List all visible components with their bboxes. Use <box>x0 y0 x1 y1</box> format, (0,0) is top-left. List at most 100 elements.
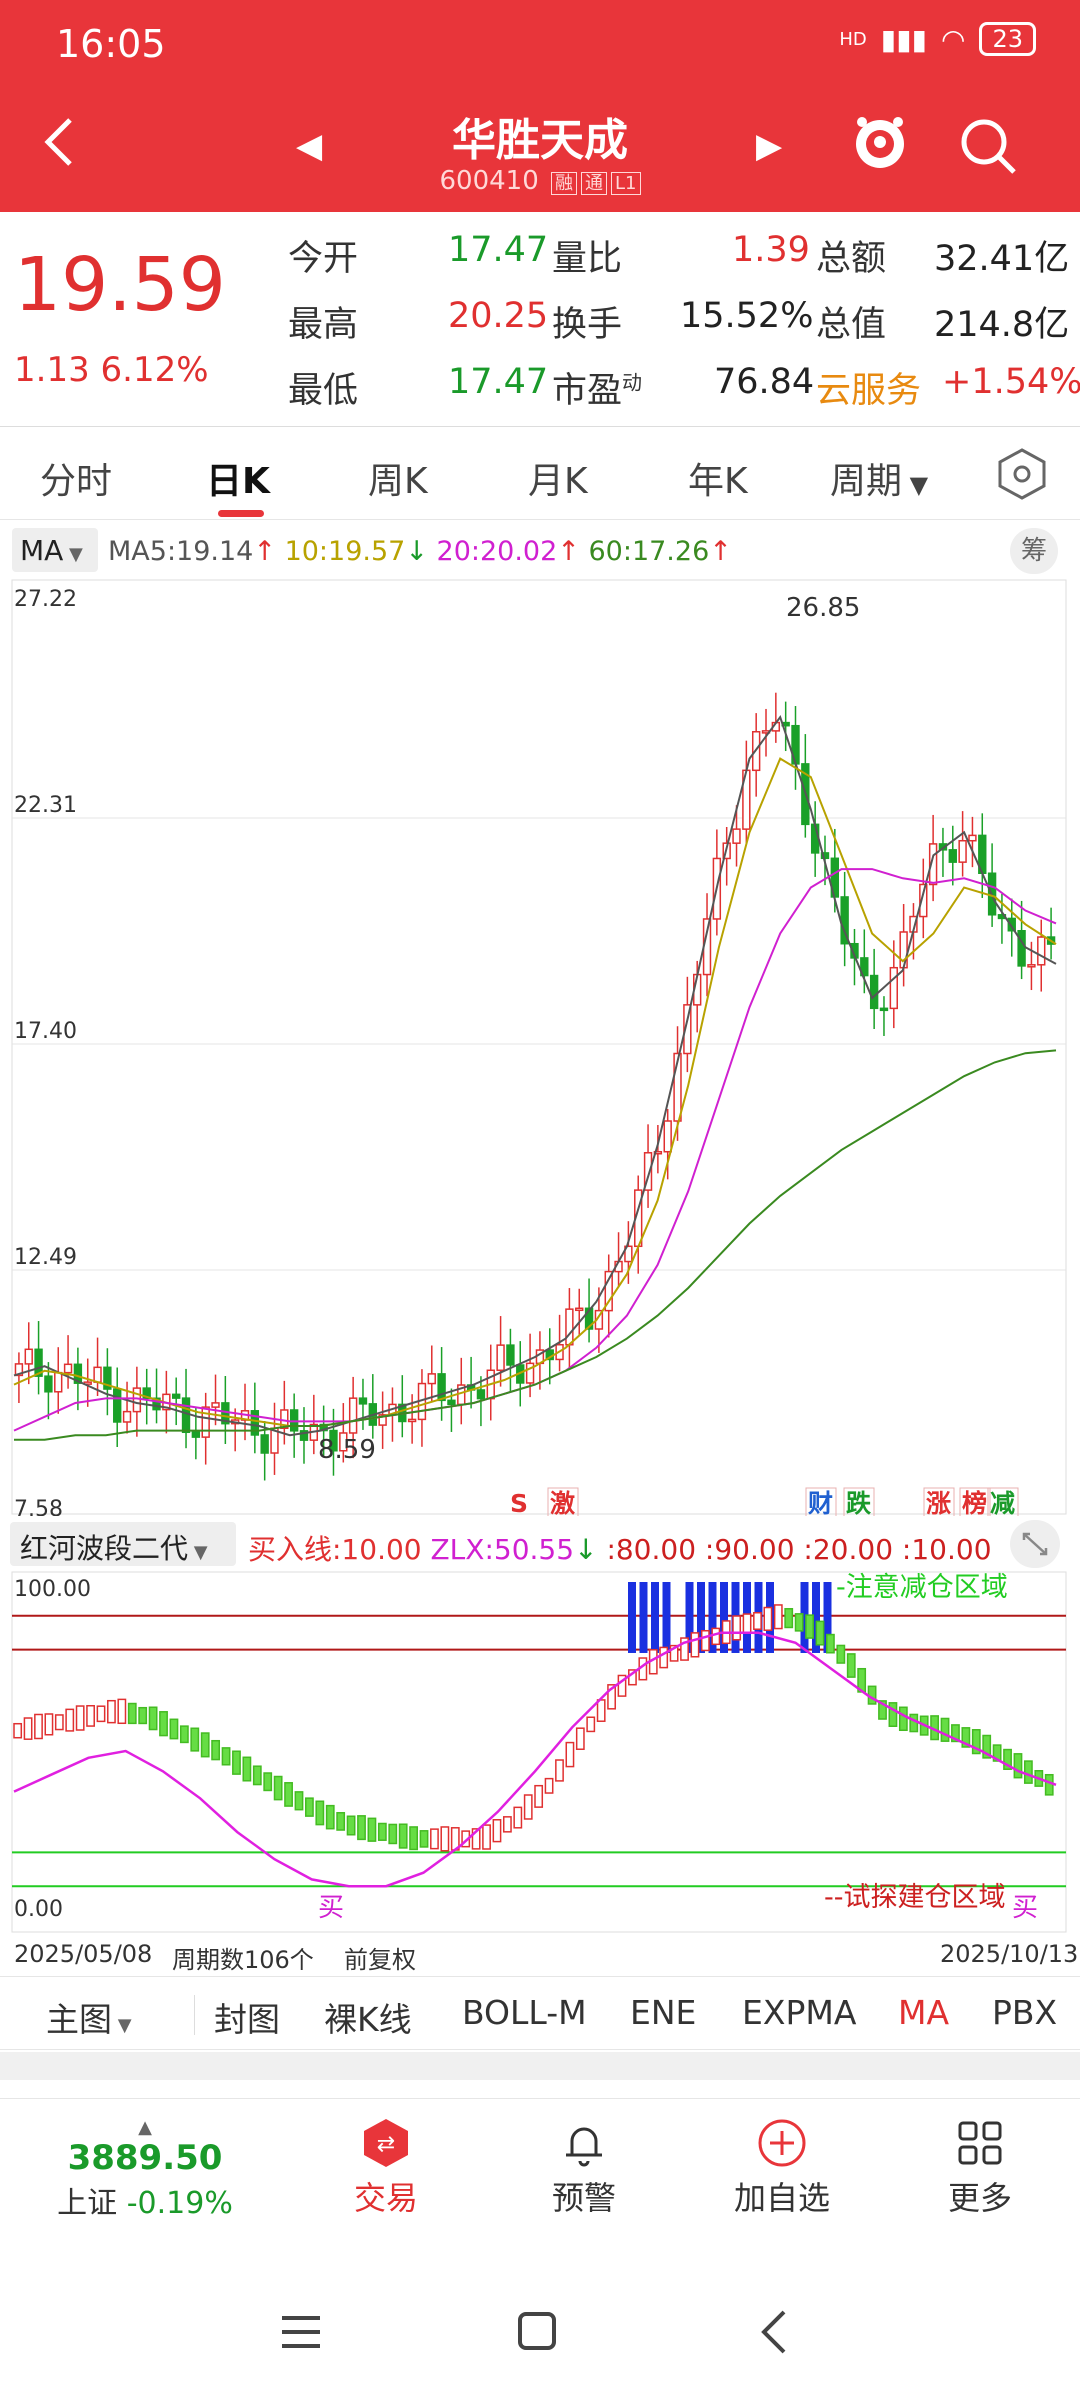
chip-distribution-button[interactable]: 筹 <box>1010 528 1058 574</box>
indicator-bar <box>44 1713 54 1736</box>
status-time: 16:05 <box>56 22 166 66</box>
ma60-value: 60:17.26 <box>588 536 710 567</box>
back-nav-icon[interactable] <box>761 2310 786 2354</box>
indicator-bar <box>138 1706 148 1725</box>
tab-pbx[interactable]: PBX <box>992 1993 1058 2032</box>
home-icon[interactable] <box>518 2312 556 2350</box>
menu-icon[interactable] <box>282 2316 320 2348</box>
buy-signal-label: 买 <box>1012 1893 1038 1923</box>
tab-intraday[interactable]: 分时 <box>40 461 113 502</box>
tag-connect: 通 <box>581 172 608 195</box>
candle-body <box>407 1418 417 1423</box>
indicator-bar <box>846 1653 856 1678</box>
tab-naked-k[interactable]: 裸K线 <box>324 2000 412 2039</box>
indicator-bar <box>169 1718 179 1740</box>
indicator-header: 红河波段二代 ▼ 买入线:10.00 ZLX:50.55↓ :80.00 :90… <box>0 1518 1080 1570</box>
candle-body <box>378 1414 387 1426</box>
period-tabs: 分时 日K 周K 月K 年K 周期 ▼ <box>0 428 1080 520</box>
nav-trade[interactable]: ⇄ 交易 <box>296 2117 476 2219</box>
nav-alert[interactable]: 预警 <box>494 2117 674 2219</box>
expand-icon[interactable] <box>1010 1520 1060 1568</box>
tab-ma[interactable]: MA <box>898 1993 950 2032</box>
tab-ene[interactable]: ENE <box>630 1993 697 2032</box>
index-line: 上证 -0.19% <box>50 2178 240 2222</box>
candle-body <box>496 1344 505 1372</box>
indicator-bars <box>13 1604 1054 1852</box>
candle-body <box>113 1388 122 1423</box>
sector-label[interactable]: 云服务 <box>816 371 922 411</box>
candle-body <box>604 1270 613 1312</box>
indicator-bar <box>357 1815 366 1841</box>
pe-sup: 动 <box>622 370 643 395</box>
candle-body <box>142 1387 151 1400</box>
sector-change: +1.54% <box>942 362 1080 402</box>
indicator-bar <box>575 1727 585 1750</box>
tab-yearly-k[interactable]: 年K <box>688 461 748 502</box>
kline-y-tick-label: 7.58 <box>14 1497 63 1516</box>
arrow-up-icon: ↑ <box>253 536 276 567</box>
wifi-icon: ◠ <box>941 22 966 56</box>
tag-margin: 融 <box>551 172 578 195</box>
high-label: 最高 <box>288 305 359 345</box>
kline-axis-labels: 27.22 22.31 17.40 12.49 7.58 <box>14 587 77 1516</box>
event-marker: 跌 <box>846 1489 871 1516</box>
mktcap-value: 214.8亿 <box>934 305 1070 345</box>
next-stock-icon[interactable]: ▶ <box>756 126 783 166</box>
index-quote[interactable]: ▲ 3889.50 上证 -0.19% <box>50 2117 240 2222</box>
quote-panel: 19.59 1.13 6.12% 今开 17.47 量比 1.39 总额 32.… <box>0 212 1080 427</box>
back-button[interactable] <box>40 112 80 172</box>
candle-body <box>329 1429 338 1452</box>
candle-body <box>132 1387 142 1413</box>
indicator-chart[interactable]: 100.000.00 -注意减仓区域--试探建仓区域买买 <box>0 1570 1080 1934</box>
candle-body <box>919 883 928 918</box>
app-header: 16:05 HD ▮▮▮ ◠ 23 ◀ 华胜天成 600410 融通 L1 ▶ <box>0 0 1080 212</box>
indicator-bar <box>784 1608 794 1629</box>
candle-body <box>584 1307 594 1330</box>
indicator-levels: :80.00 :90.00 :20.00 :10.00 <box>606 1533 992 1566</box>
indicator-warning-bar <box>685 1582 694 1653</box>
candle-body <box>44 1375 53 1393</box>
indicator-selector[interactable]: 红河波段二代 ▼ <box>10 1522 236 1566</box>
indicator-bar <box>471 1828 481 1850</box>
tab-monthly-k[interactable]: 月K <box>528 461 588 502</box>
tab-main-chart[interactable]: 主图 ▼ <box>46 1993 132 2041</box>
tab-seal[interactable]: 封图 <box>214 2000 280 2039</box>
tab-boll-m[interactable]: BOLL-M <box>462 1993 587 2032</box>
search-icon[interactable] <box>958 116 1018 176</box>
tab-weekly-k[interactable]: 周K <box>368 461 428 502</box>
indicator-bar <box>430 1828 439 1850</box>
ma-selector[interactable]: MA ▼ <box>12 528 98 572</box>
index-name: 上证 <box>57 2186 118 2221</box>
indicator-bar <box>148 1706 158 1731</box>
hexagon-settings-icon[interactable] <box>996 446 1048 502</box>
indicator-zlx: ZLX:50.55 <box>430 1533 575 1566</box>
mascot-icon[interactable] <box>852 112 908 172</box>
indicator-bar <box>179 1725 189 1744</box>
arrow-down-icon: ↓ <box>574 1533 598 1566</box>
stock-name: 华胜天成 <box>452 115 628 166</box>
stock-code: 600410 <box>439 166 539 196</box>
candle-body <box>339 1432 348 1452</box>
pe-label-text: 市盈 <box>552 371 623 411</box>
indicator-bar <box>96 1705 106 1723</box>
candle-body <box>575 1307 584 1312</box>
nav-more[interactable]: 更多 <box>890 2117 1070 2219</box>
tab-daily-k[interactable]: 日K <box>206 461 270 502</box>
high-value: 20.25 <box>448 296 549 336</box>
indicator-bar <box>398 1823 408 1849</box>
indicator-bar <box>13 1722 23 1739</box>
tab-expma[interactable]: EXPMA <box>742 1993 857 2032</box>
event-marker-box <box>923 1487 955 1516</box>
caret-up-icon: ▲ <box>138 2117 152 2138</box>
nav-add-watchlist[interactable]: 加自选 <box>692 2117 872 2219</box>
tab-period-dropdown[interactable]: 周期 ▼ <box>830 452 928 504</box>
indicator-warning-bar <box>812 1582 820 1653</box>
candle-body <box>24 1348 33 1365</box>
prev-stock-icon[interactable]: ◀ <box>296 126 323 166</box>
indicator-warning-bar <box>662 1582 671 1653</box>
candle-body <box>732 828 741 844</box>
indicator-bar <box>221 1747 231 1766</box>
indicator-tabs: 主图 ▼ 封图 裸K线 BOLL-M ENE EXPMA MA PBX <box>0 1976 1080 2050</box>
event-marker-box <box>805 1487 837 1516</box>
